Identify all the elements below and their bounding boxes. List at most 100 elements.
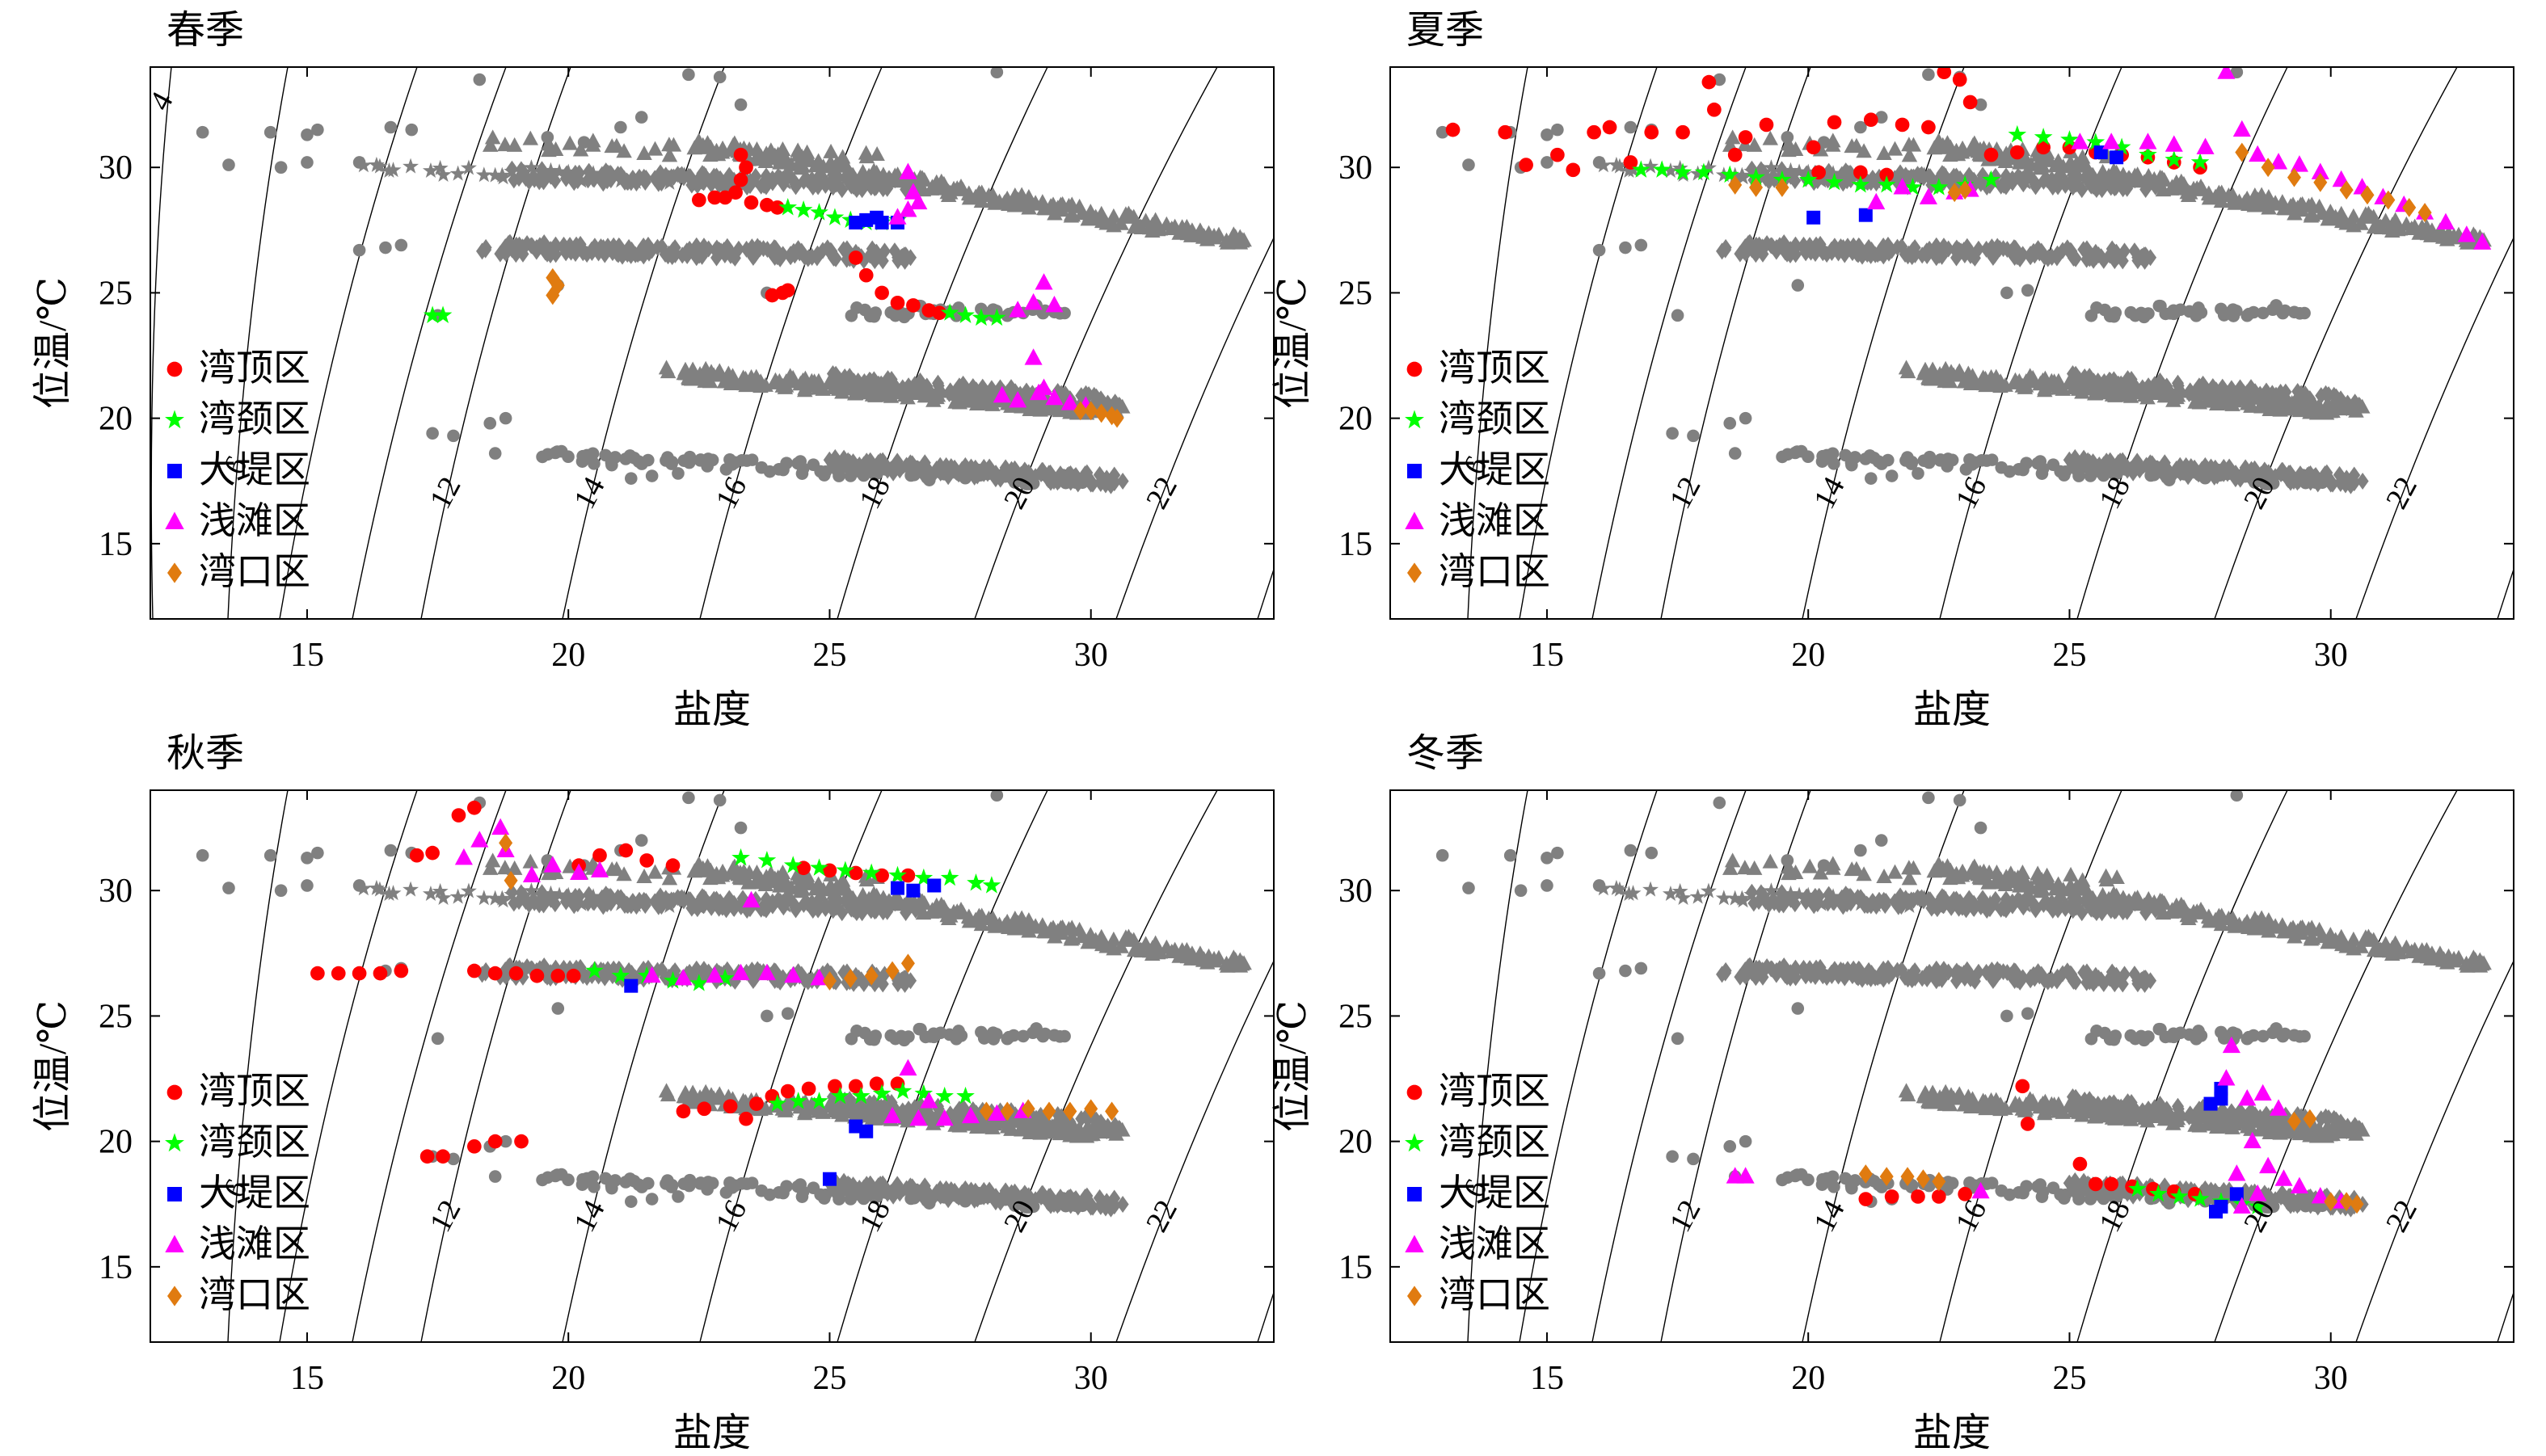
y-tick-label: 20 — [1338, 401, 1372, 438]
background-point — [624, 1195, 638, 1208]
data-point — [935, 1109, 954, 1126]
background-point — [781, 1095, 797, 1110]
background-point — [2115, 170, 2128, 187]
background-point — [1211, 226, 1227, 242]
background-point — [938, 1191, 951, 1204]
isopycnal-label: 16 — [709, 471, 753, 514]
background-point — [1036, 468, 1050, 482]
background-point — [1810, 959, 1823, 977]
data-point — [639, 853, 655, 868]
background-point — [301, 128, 314, 141]
background-point — [742, 171, 759, 187]
legend-marker — [165, 1133, 184, 1152]
background-point — [652, 898, 665, 915]
background-point — [652, 175, 665, 192]
background-point — [774, 141, 791, 157]
background-point — [2068, 972, 2081, 990]
background-point — [955, 1029, 968, 1042]
background-point — [752, 149, 769, 165]
background-point — [869, 306, 883, 319]
isopycnal-line — [2355, 236, 2514, 619]
data-point — [733, 147, 748, 162]
background-point — [1916, 246, 1928, 264]
legend-label: 湾口区 — [1439, 551, 1550, 592]
background-point — [2084, 469, 2097, 482]
background-point — [722, 895, 739, 911]
background-point — [2013, 973, 2026, 991]
data-point — [1982, 170, 2000, 188]
background-point — [690, 139, 707, 154]
data-point — [810, 203, 828, 221]
background-point — [586, 1170, 600, 1184]
data-point — [810, 1092, 828, 1109]
legend-label: 湾顶区 — [199, 1071, 310, 1112]
data-point — [499, 833, 513, 853]
background-point — [634, 111, 648, 124]
series-5 — [1728, 142, 2432, 222]
data-point — [676, 1104, 691, 1119]
background-point — [1642, 158, 1659, 174]
isopycnal-line — [1467, 790, 1528, 1342]
background-point — [1116, 1196, 1129, 1214]
background-point — [588, 457, 601, 470]
isopycnal-label: 22 — [1140, 471, 1184, 514]
y-axis-label: 位温/℃ — [32, 277, 74, 409]
background-point — [479, 241, 492, 259]
axes-frame — [1389, 66, 2514, 620]
background-point — [1948, 145, 1964, 160]
background-point — [645, 469, 659, 482]
background-point — [482, 137, 499, 152]
data-point — [454, 848, 473, 865]
data-point — [1863, 112, 1878, 128]
background-point — [658, 891, 675, 907]
data-point — [689, 974, 709, 991]
background-point — [834, 459, 847, 472]
background-point — [431, 1032, 445, 1046]
background-point — [551, 1002, 565, 1015]
background-point — [394, 238, 408, 252]
background-point — [484, 852, 501, 868]
background-point — [642, 236, 655, 254]
background-point — [2353, 215, 2369, 230]
background-point — [449, 165, 466, 181]
background-point — [708, 145, 724, 160]
background-point — [196, 848, 209, 862]
background-point — [379, 241, 392, 255]
data-point — [1858, 208, 1873, 222]
background-point — [773, 250, 786, 267]
background-point — [551, 886, 568, 903]
background-point — [2285, 475, 2298, 489]
background-point — [887, 460, 901, 473]
data-point — [789, 1092, 807, 1109]
background-point — [274, 161, 288, 174]
background-point — [1007, 1029, 1020, 1042]
data-point — [810, 858, 828, 876]
background-point — [713, 70, 727, 84]
background-point — [301, 156, 314, 169]
background-point — [1056, 1192, 1070, 1205]
data-point — [1035, 378, 1053, 395]
background-point — [885, 371, 898, 389]
background-point — [1992, 149, 2009, 165]
data-point — [1879, 167, 1895, 183]
background-point — [1722, 860, 1739, 875]
data-point — [2287, 167, 2301, 187]
isopycnal-line — [1115, 959, 1274, 1342]
background-point — [604, 138, 620, 154]
data-point — [796, 861, 811, 876]
background-point — [1877, 247, 1890, 265]
background-point — [2337, 212, 2353, 227]
legend-label: 大堤区 — [199, 449, 310, 490]
data-point — [849, 1119, 863, 1134]
data-point — [331, 966, 346, 981]
data-point — [2036, 140, 2051, 155]
background-point — [1916, 970, 1928, 987]
background-point — [1064, 929, 1080, 945]
legend-label: 浅滩区 — [199, 500, 310, 541]
background-point — [2017, 379, 2034, 394]
background-point — [1882, 453, 1895, 467]
isopycnal-line — [1591, 790, 1747, 1342]
